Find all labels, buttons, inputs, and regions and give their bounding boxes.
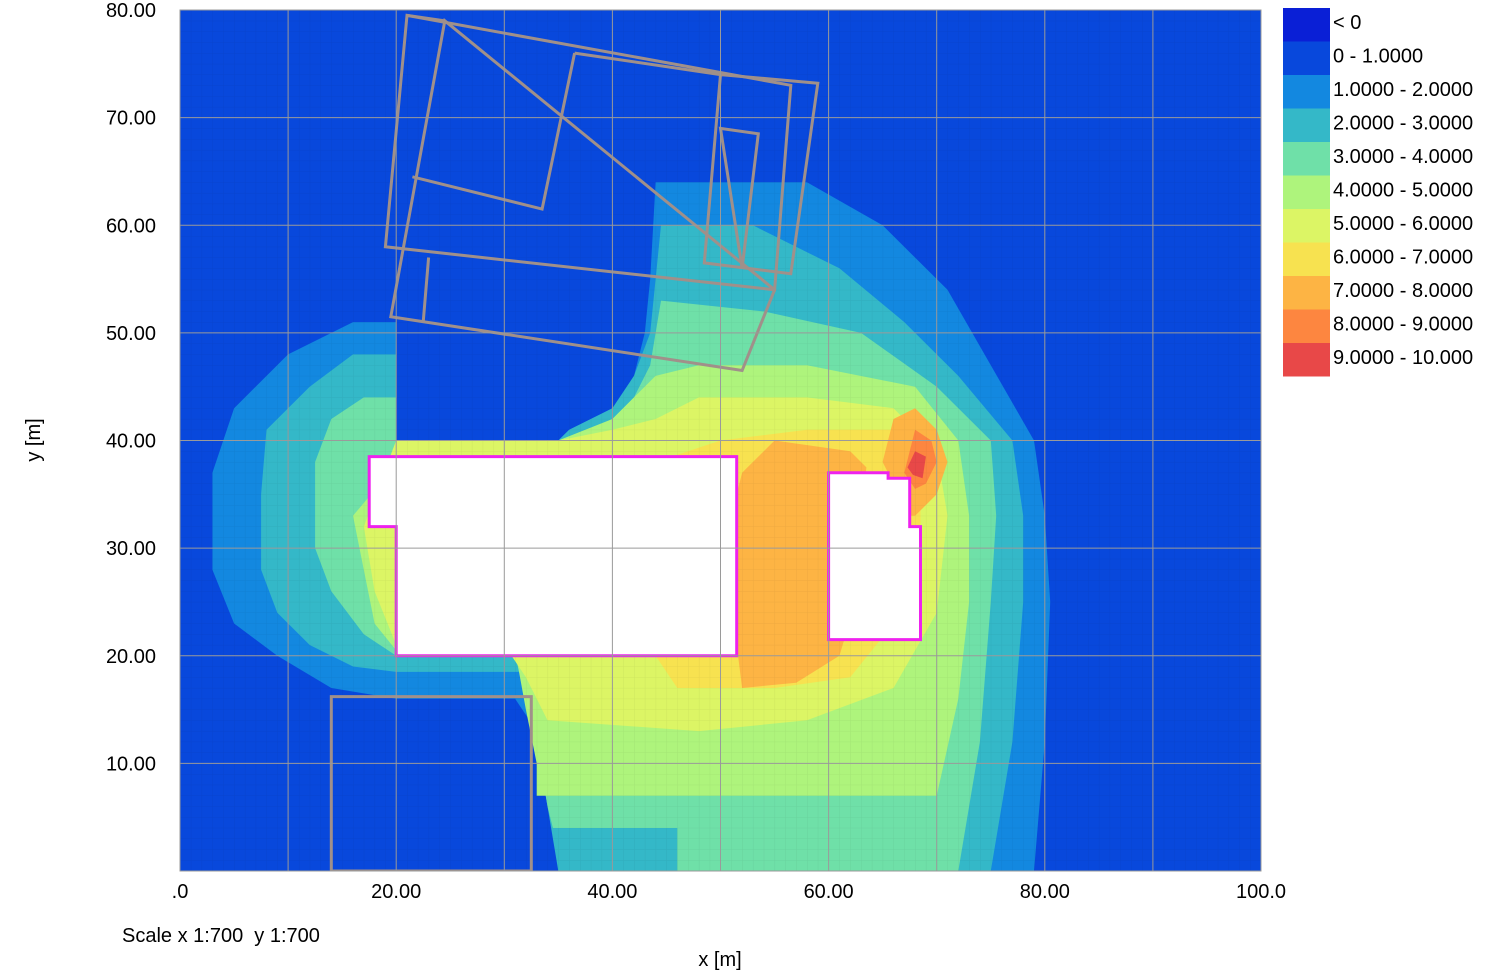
x-axis-title: x [m] [698, 949, 741, 971]
legend-swatch [1283, 108, 1330, 142]
y-axis-title: y [m] [23, 418, 45, 461]
other-building-outline-1 [406, 13, 446, 23]
legend-swatch [1283, 8, 1330, 42]
legend-label: 4.0000 - 5.0000 [1333, 180, 1473, 202]
legend-swatch [1283, 242, 1330, 276]
x-tick-label: .0 [172, 881, 189, 903]
y-tick-label: 60.00 [106, 215, 156, 237]
other-building-outline-4 [412, 52, 577, 211]
legend-label: 7.0000 - 8.0000 [1333, 280, 1473, 302]
other-building-outline-6 [718, 126, 760, 269]
legend-label: 6.0000 - 7.0000 [1333, 247, 1473, 269]
other-building-outline-8 [329, 695, 533, 871]
legend-label: 3.0000 - 4.0000 [1333, 146, 1473, 168]
x-tick-label: 100.0 [1236, 881, 1286, 903]
legend-label: 8.0000 - 9.0000 [1333, 314, 1473, 336]
other-building-outline-5 [702, 72, 820, 276]
legend-swatch [1283, 142, 1330, 176]
y-tick-label: 70.00 [106, 108, 156, 130]
legend-swatch [1283, 276, 1330, 310]
legend-swatch [1283, 209, 1330, 243]
evaluated-building-0 [367, 455, 739, 658]
x-tick-label: 40.00 [587, 881, 637, 903]
legend-label: 9.0000 - 10.000 [1333, 347, 1473, 369]
evaluated-building-1 [827, 471, 922, 642]
legend-swatch [1283, 309, 1330, 343]
y-tick-label: 40.00 [106, 431, 156, 453]
legend-swatch [1283, 41, 1330, 75]
legend-label: 1.0000 - 2.0000 [1333, 79, 1473, 101]
x-tick-label: 20.00 [371, 881, 421, 903]
y-tick-label: 30.00 [106, 538, 156, 560]
legend-swatch [1283, 175, 1330, 209]
x-tick-label: 80.00 [1020, 881, 1070, 903]
y-tick-label: 80.00 [106, 0, 156, 22]
y-tick-label: 10.00 [106, 753, 156, 775]
legend-label: 2.0000 - 3.0000 [1333, 113, 1473, 135]
other-building-outline-2 [389, 18, 777, 373]
legend-label: 5.0000 - 6.0000 [1333, 213, 1473, 235]
y-tick-label: 20.00 [106, 646, 156, 668]
legend-label: 0 - 1.0000 [1333, 46, 1423, 68]
legend-swatch [1283, 75, 1330, 109]
x-tick-label: 60.00 [804, 881, 854, 903]
y-tick-label: 50.00 [106, 323, 156, 345]
other-building-outline-7 [421, 257, 431, 323]
legend-swatch [1283, 343, 1330, 377]
scale-note: Scale x 1:700 y 1:700 [122, 925, 320, 947]
other-building-outline-3 [574, 51, 721, 77]
legend-label: < 0 [1333, 12, 1361, 34]
plot-frame [179, 9, 1262, 872]
